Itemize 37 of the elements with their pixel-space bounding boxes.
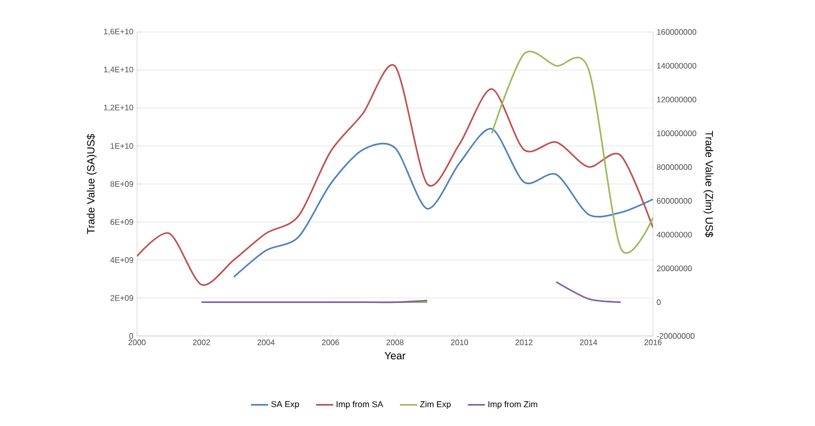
x-tick-label: 2004 xyxy=(258,340,275,346)
line-series xyxy=(232,128,653,278)
y2-tick-label: 0 xyxy=(656,299,661,306)
line-series xyxy=(137,64,653,286)
y-tick-label: 1E+10 xyxy=(110,143,134,149)
x-tick-label: 2014 xyxy=(580,340,598,346)
y-tick-label: 8E+09 xyxy=(110,181,134,187)
y2-tick-label: -20000000 xyxy=(656,333,694,339)
y-tick-label: 1,4E+10 xyxy=(104,66,134,74)
legend-label: SA Exp xyxy=(271,401,299,409)
legend-label: Zim Exp xyxy=(420,400,451,409)
y-tick-label: 2E+09 xyxy=(110,295,134,301)
y-tick-label: 1,2E+10 xyxy=(104,104,134,112)
y2-tick-label: 160000000 xyxy=(657,29,696,35)
legend-label: Imp from Zim xyxy=(488,400,538,409)
y2-tick-label: 20000000 xyxy=(656,266,692,272)
y-tick-label: 1,6E+10 xyxy=(104,28,134,36)
legend-label: Imp from SA xyxy=(336,400,384,409)
y2-tick-label: 40000000 xyxy=(656,232,692,238)
y2-tick-label: 80000000 xyxy=(656,164,692,170)
y-tick-label: 6E+09 xyxy=(110,219,134,225)
y2-tick-label: 100000000 xyxy=(657,130,696,136)
x-tick-label: 2012 xyxy=(516,340,532,346)
y2-tick-label: 60000000 xyxy=(656,198,692,204)
y2-tick-label: 120000000 xyxy=(657,96,696,102)
x-tick-label: 2010 xyxy=(451,340,468,346)
y-axis-title: Trade Value (SA)US$ xyxy=(86,134,97,234)
y2-tick-label: 140000000 xyxy=(657,62,696,69)
x-tick-label: 2000 xyxy=(128,340,146,346)
x-tick-label: 2008 xyxy=(386,340,404,346)
x-tick-label: 2002 xyxy=(193,340,210,346)
x-tick-label: 2006 xyxy=(322,340,340,346)
y-tick-label: 0 xyxy=(129,333,134,339)
x-axis-title: Year xyxy=(384,352,406,360)
y-tick-label: 4E+09 xyxy=(110,257,134,263)
y2-axis-title: Trade Value (Zim) US$ xyxy=(703,130,714,238)
x-tick-label: 2016 xyxy=(644,340,662,346)
